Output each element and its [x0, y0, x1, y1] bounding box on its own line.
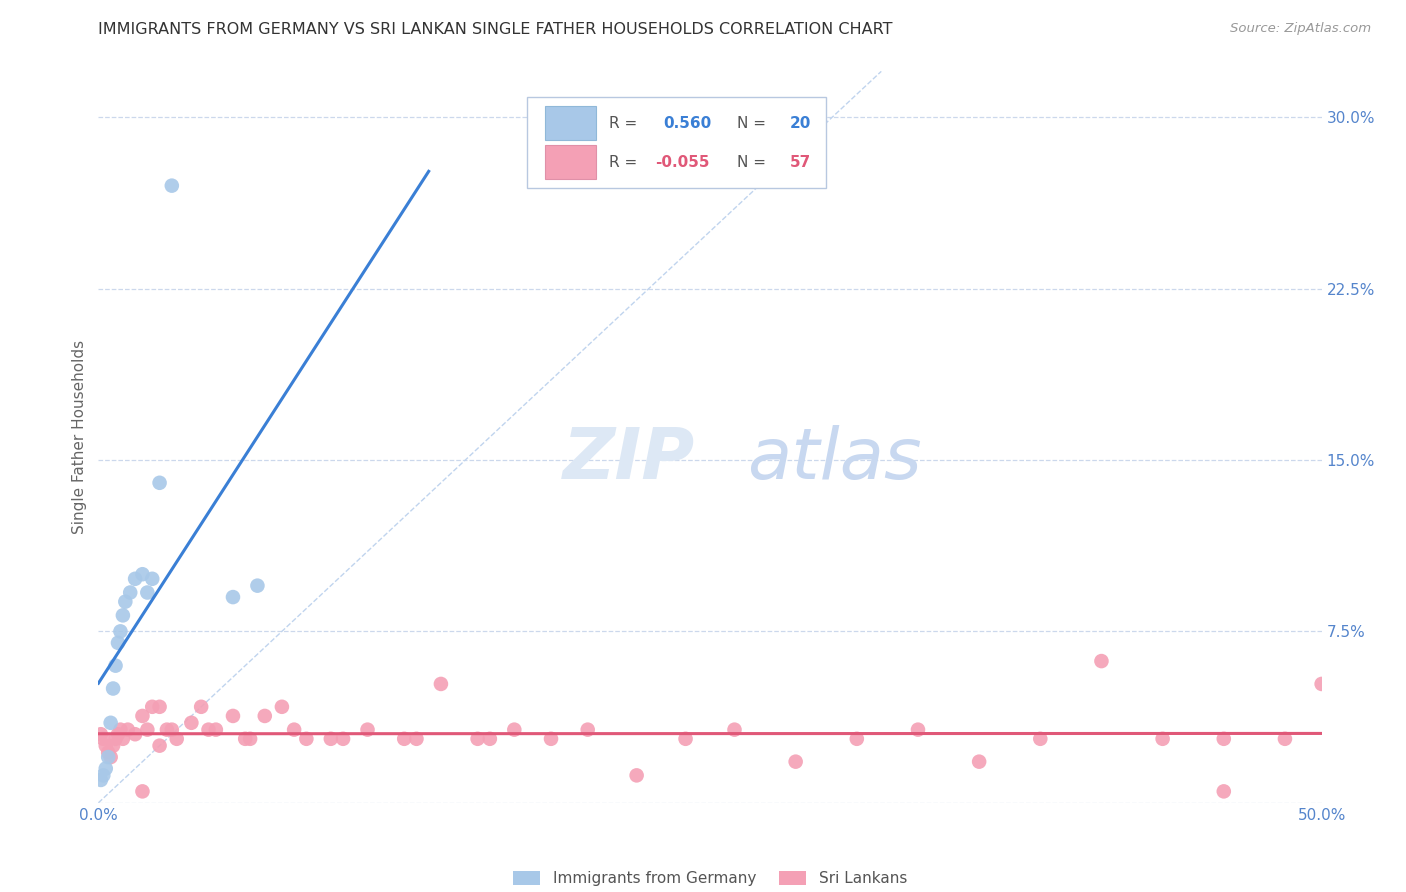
Text: IMMIGRANTS FROM GERMANY VS SRI LANKAN SINGLE FATHER HOUSEHOLDS CORRELATION CHART: IMMIGRANTS FROM GERMANY VS SRI LANKAN SI…: [98, 22, 893, 37]
Point: [239, 731, 262, 746]
Text: ZIP: ZIP: [564, 425, 696, 493]
Point: [111, 731, 134, 746]
Point: [120, 585, 142, 599]
Point: [233, 731, 256, 746]
Point: [1212, 731, 1234, 746]
Point: [540, 731, 562, 746]
Point: [91, 731, 114, 746]
Point: [149, 699, 172, 714]
Point: [160, 723, 183, 737]
Point: [104, 658, 127, 673]
Point: [222, 709, 245, 723]
Point: [97, 746, 120, 760]
Point: [467, 731, 489, 746]
Text: 20: 20: [790, 116, 811, 131]
Point: [104, 731, 127, 746]
Text: 0.560: 0.560: [664, 116, 711, 131]
Point: [576, 723, 599, 737]
Point: [845, 731, 868, 746]
Point: [1090, 654, 1112, 668]
Point: [90, 772, 112, 787]
Point: [907, 723, 929, 737]
Point: [253, 709, 276, 723]
Point: [319, 731, 342, 746]
Point: [1310, 677, 1333, 691]
Point: [94, 739, 117, 753]
Point: [101, 739, 124, 753]
Point: [392, 731, 416, 746]
Point: [124, 572, 146, 586]
Point: [626, 768, 648, 782]
Point: [141, 699, 163, 714]
Point: [270, 699, 294, 714]
Point: [90, 727, 112, 741]
Point: [117, 723, 139, 737]
Point: [131, 709, 153, 723]
Point: [100, 750, 122, 764]
Text: -0.055: -0.055: [655, 154, 710, 169]
Point: [141, 572, 163, 586]
FancyBboxPatch shape: [546, 145, 596, 179]
Point: [295, 731, 318, 746]
Point: [91, 768, 114, 782]
Point: [97, 750, 120, 764]
Point: [110, 624, 132, 639]
Point: [166, 731, 188, 746]
Point: [190, 699, 212, 714]
Text: N =: N =: [737, 154, 770, 169]
Point: [124, 727, 146, 741]
Point: [430, 677, 453, 691]
Point: [100, 715, 122, 730]
Text: 57: 57: [790, 154, 811, 169]
Point: [478, 731, 501, 746]
Point: [111, 608, 134, 623]
Point: [131, 784, 153, 798]
Point: [723, 723, 745, 737]
Point: [107, 636, 129, 650]
Text: R =: R =: [609, 154, 641, 169]
Point: [110, 723, 132, 737]
Point: [149, 739, 172, 753]
Point: [205, 723, 228, 737]
Point: [114, 594, 136, 608]
Point: [136, 585, 159, 599]
Point: [156, 723, 179, 737]
Point: [332, 731, 354, 746]
Text: Source: ZipAtlas.com: Source: ZipAtlas.com: [1230, 22, 1371, 36]
Point: [131, 567, 153, 582]
FancyBboxPatch shape: [526, 97, 827, 188]
Text: N =: N =: [737, 116, 770, 131]
Point: [675, 731, 697, 746]
Y-axis label: Single Father Households: Single Father Households: [72, 340, 87, 534]
Point: [1274, 731, 1296, 746]
Point: [283, 723, 305, 737]
Point: [197, 723, 219, 737]
Point: [94, 762, 117, 776]
Point: [107, 727, 129, 741]
Text: atlas: atlas: [747, 425, 921, 493]
Point: [180, 715, 202, 730]
Legend: Immigrants from Germany, Sri Lankans: Immigrants from Germany, Sri Lankans: [508, 865, 912, 892]
Point: [785, 755, 807, 769]
Point: [246, 579, 269, 593]
Point: [149, 475, 172, 490]
Point: [405, 731, 427, 746]
Point: [1152, 731, 1174, 746]
Text: R =: R =: [609, 116, 641, 131]
Point: [136, 723, 159, 737]
Point: [101, 681, 124, 696]
Point: [1212, 784, 1234, 798]
Point: [222, 590, 245, 604]
Point: [967, 755, 990, 769]
Point: [503, 723, 526, 737]
FancyBboxPatch shape: [546, 106, 596, 140]
Point: [356, 723, 378, 737]
Point: [1029, 731, 1052, 746]
Point: [160, 178, 183, 193]
